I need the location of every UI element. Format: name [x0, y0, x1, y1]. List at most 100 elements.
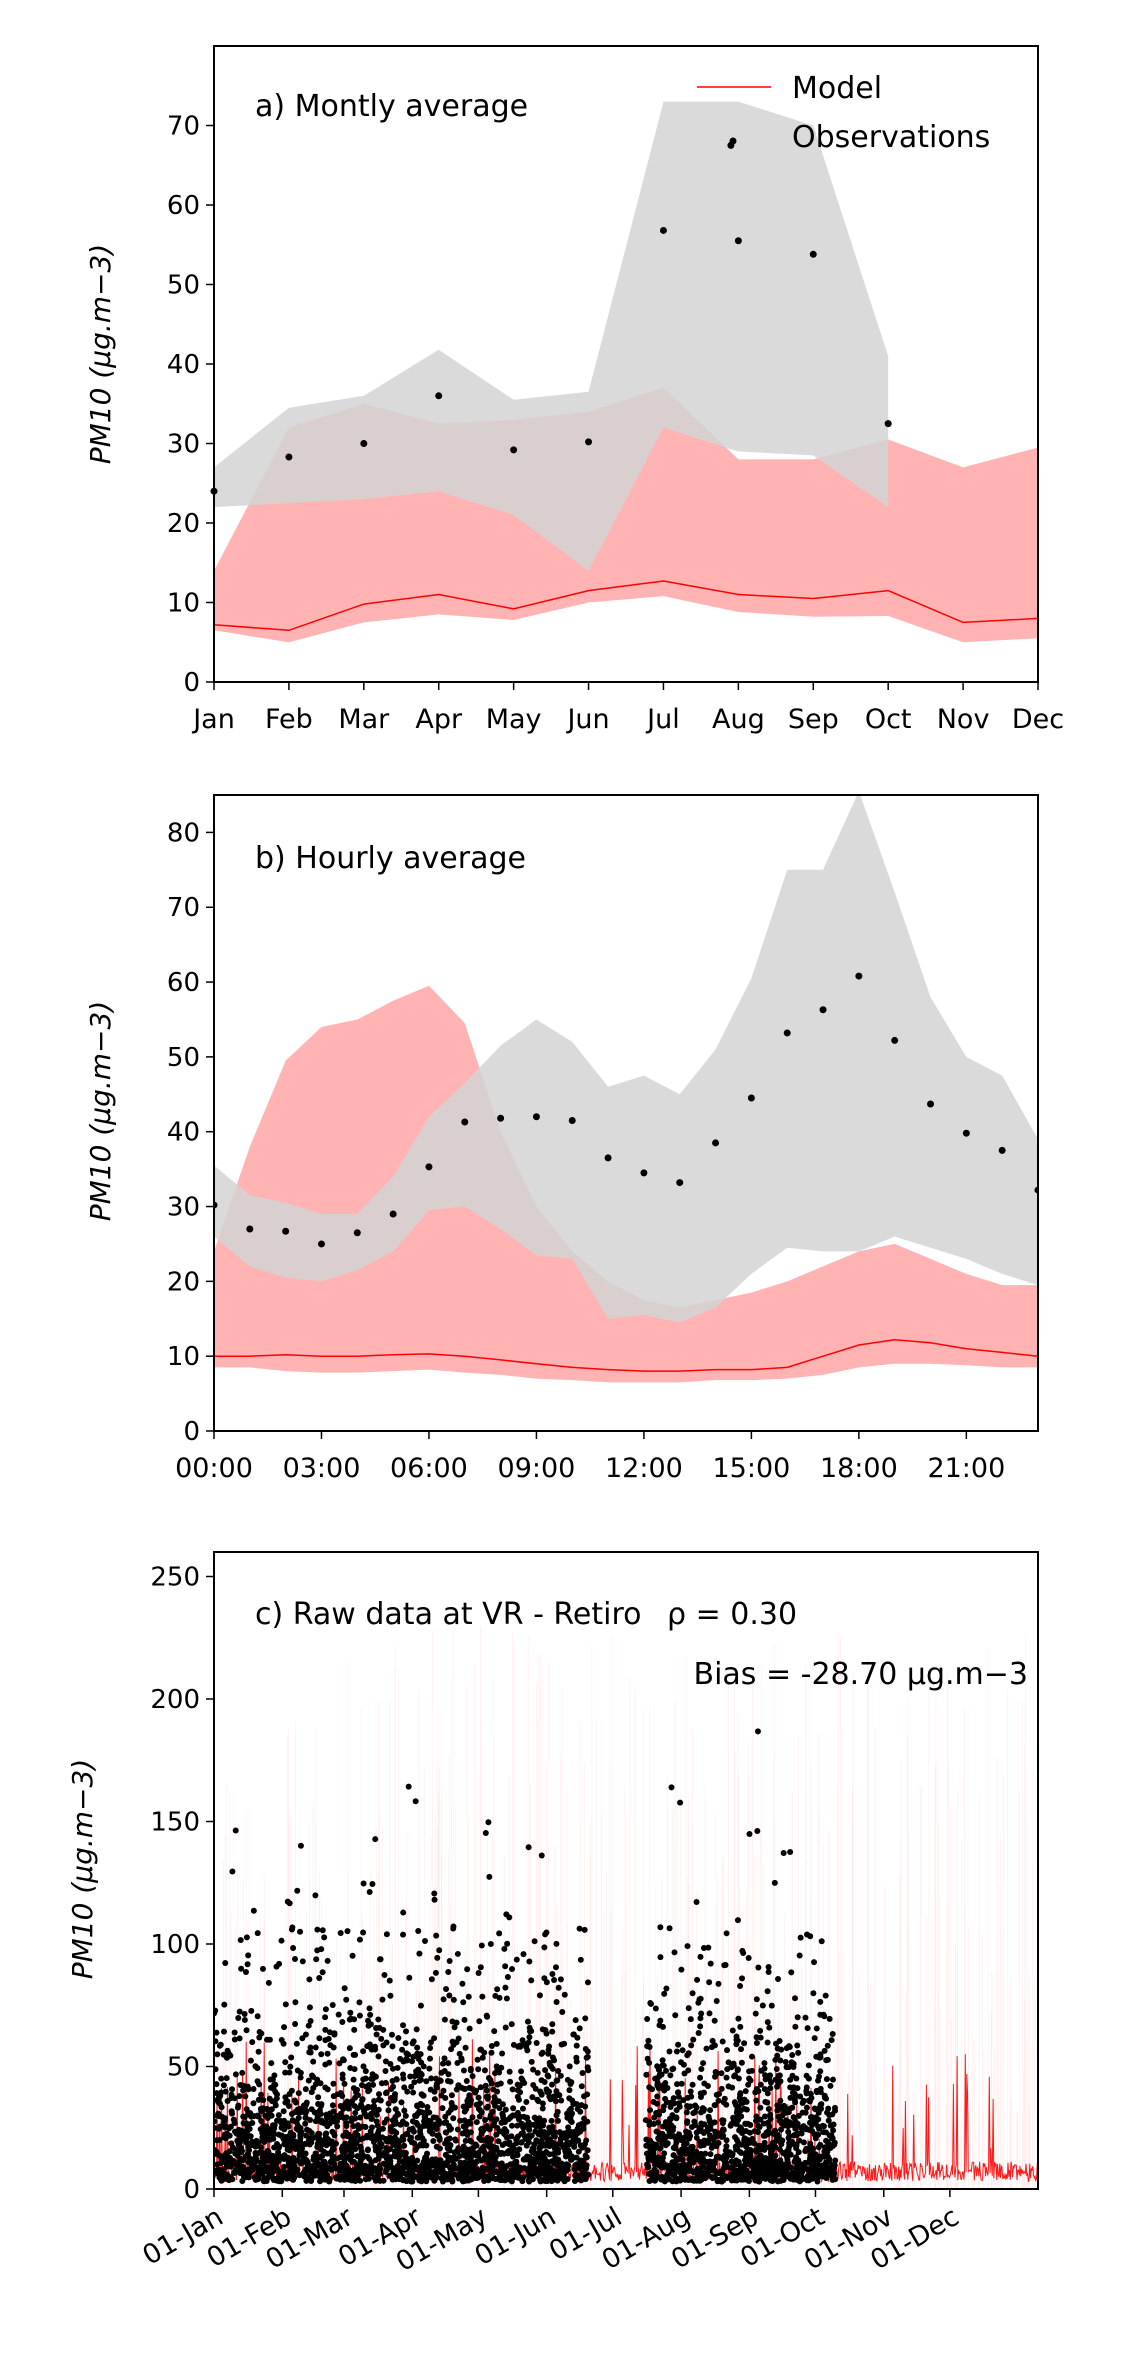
panel-c-observation-point [752, 2147, 759, 2154]
panel-c-observation-point [260, 2106, 267, 2113]
panel-c-observation-point [400, 2075, 407, 2082]
panel-c-observation-point [303, 2132, 310, 2139]
panel-c-observation-point [824, 2153, 831, 2160]
panel-c-observation-point [276, 2152, 283, 2159]
panel-c-observation-point [553, 1999, 560, 2006]
panel-c-observation-point [380, 2042, 387, 2049]
panel-c-observation-point [516, 2146, 523, 2153]
panel-c-observation-point [706, 2158, 713, 2165]
panel-c-observation-point [235, 2146, 242, 2153]
panel-c-observation-point [489, 2158, 496, 2165]
panel-c-observation-point [821, 2173, 828, 2180]
panel-c-observation-point [457, 2159, 464, 2166]
panel-c-observation-point [445, 2060, 452, 2067]
panel-c-observation-point [578, 2083, 585, 2090]
legend-observations-label: Observations [792, 120, 990, 155]
panel-c-observation-point [473, 2101, 480, 2108]
panel-c-observation-point [481, 2155, 488, 2162]
panel-c-observation-point [382, 2058, 389, 2065]
panel-c-observation-point [783, 2045, 790, 2052]
panel-c-observation-point [670, 2124, 677, 2131]
panel-c-observation-point [444, 2078, 451, 2085]
panel-c-observation-point [266, 2109, 273, 2116]
panel-c-observation-point [742, 2088, 749, 2095]
panel-c-observation-point [526, 2034, 533, 2041]
panel-c-observation-point [254, 1930, 261, 1937]
panel-c-observation-point [339, 2093, 346, 2100]
panel-c-observation-point [431, 1890, 438, 1897]
panel-c-observation-point [442, 2113, 449, 2120]
panel-c-ytick-label: 0 [183, 2175, 200, 2205]
panel-c-observation-point [553, 2088, 560, 2095]
panel-a-model-line [213, 580, 1039, 632]
panel-c-observation-point [247, 2165, 254, 2172]
panel-b-xtick-label: 12:00 [605, 1453, 683, 1484]
panel-c-observation-point [765, 1968, 772, 1975]
panel-c-observation-point [644, 2043, 651, 2050]
panel-c-observation-point [365, 2017, 372, 2024]
panel-c-observation-point [242, 2093, 249, 2100]
panel-c-observation-point [584, 2091, 591, 2098]
panel-c-observation-point [798, 2124, 805, 2131]
panel-b-observation-point [317, 1240, 325, 1248]
panel-c-observation-point [812, 2135, 819, 2142]
panel-c-observation-point [646, 2178, 653, 2185]
panel-c-observation-point [777, 2057, 784, 2064]
panel-c-observation-point [539, 2026, 546, 2033]
panel-c-observation-point [360, 1880, 367, 1887]
panel-c-observation-point [352, 2110, 359, 2117]
panel-c-observation-point [688, 2042, 695, 2049]
panel-c-observation-point [642, 2117, 649, 2124]
panel-c-observation-point [577, 1956, 584, 1963]
panel-c-observation-point [418, 2109, 425, 2116]
panel-c-observation-point [770, 2130, 777, 2137]
panel-c-observation-point [288, 1926, 295, 1933]
panel-c-observation-point [824, 2042, 831, 2049]
panel-a-observation-point [585, 438, 593, 446]
panel-c-observation-point [412, 1798, 419, 1805]
panel-c-observation-point [700, 2060, 707, 2067]
panel-c-observation-point [741, 2040, 748, 2047]
panel-c-observation-point [759, 2163, 766, 2170]
panel-c-observation-point [764, 2090, 771, 2097]
panel-c-observation-point [817, 2085, 824, 2092]
panel-c-observation-point [536, 2144, 543, 2151]
panel-c-observation-point [519, 2121, 526, 2128]
panel-c-observation-point [297, 2138, 304, 2145]
panel-c-observation-point [227, 2123, 234, 2130]
panel-c-observation-point [579, 2163, 586, 2170]
panel-c-observation-point [719, 2167, 726, 2174]
panel-c-observation-point [655, 2066, 662, 2073]
panel-c-observation-point [383, 2089, 390, 2096]
panel-c-observation-point [646, 2084, 653, 2091]
panel-c-observation-point [804, 2025, 811, 2032]
panel-c-observation-point [315, 2094, 322, 2101]
panel-c-observation-point [345, 2172, 352, 2179]
panel-c-observation-point [803, 2090, 810, 2097]
panel-c-observation-point [265, 1979, 272, 1986]
panel-c-observation-point [413, 2026, 420, 2033]
panel-c-observation-point [424, 2103, 431, 2110]
panel-c-observation-point [448, 2046, 455, 2053]
panel-c-observation-point [775, 2080, 782, 2087]
panel-c-observation-point [514, 2109, 521, 2116]
panel-c-observation-point [222, 1960, 229, 1967]
panel-b-model-range-band [214, 985, 1038, 1383]
panel-c-observation-point [219, 2155, 226, 2162]
panel-c-observation-point [521, 2080, 528, 2087]
panel-c-observation-point [684, 2094, 691, 2101]
panel-c-observation-point [345, 2132, 352, 2139]
panel-c-observation-point [229, 2086, 236, 2093]
panel-c-observation-point [347, 2152, 354, 2159]
panel-c-observation-point [724, 2066, 731, 2073]
panel-c-observation-point [829, 2030, 836, 2037]
panel-c-observation-point [810, 2153, 817, 2160]
panel-c-observation-point [254, 2013, 261, 2020]
panel-c-observation-point [561, 1991, 568, 1998]
panel-c-observation-point [437, 2077, 444, 2084]
panel-c-observation-point [429, 2130, 436, 2137]
panel-c-observation-point [534, 2069, 541, 2076]
panel-c-observation-point [527, 2172, 534, 2179]
panel-a-xtick-label: May [486, 704, 542, 735]
panel-c-observation-point [520, 1951, 527, 1958]
